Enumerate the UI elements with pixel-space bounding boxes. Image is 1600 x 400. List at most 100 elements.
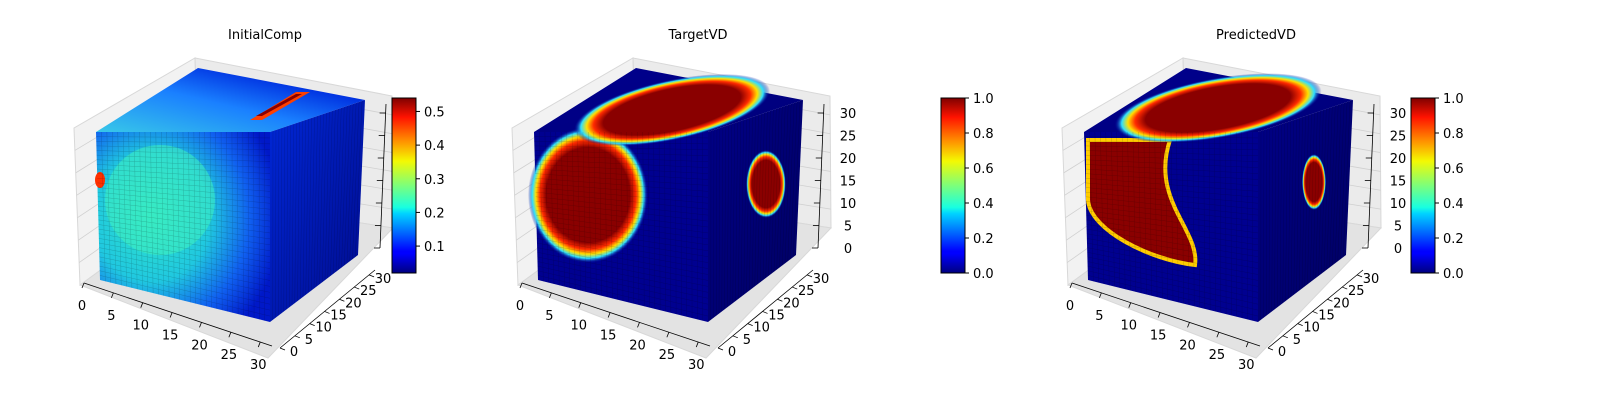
colorbar-tick-label: 0.8: [1443, 127, 1464, 142]
y-tick-label: 0: [1278, 345, 1286, 360]
y-axis-line: [717, 269, 814, 349]
x-tick-mark: [1157, 312, 1161, 318]
x-tick-mark: [1187, 322, 1190, 328]
colorbar-tick-label: 0.2: [973, 232, 994, 247]
z-tick-label: 10: [1390, 197, 1407, 212]
colorbar: [1410, 97, 1436, 274]
z-tick-label: 15: [1390, 175, 1407, 190]
x-tick-label: 20: [629, 338, 646, 353]
y-tick-mark: [732, 335, 738, 339]
colorbar-tick-label: 0.3: [424, 173, 445, 188]
colorbar-tick-label: 0.6: [973, 162, 994, 177]
y-tick-mark: [368, 274, 375, 278]
x-tick-label: 5: [545, 309, 553, 324]
y-tick-label: 0: [728, 345, 736, 360]
z-tick-label: 0: [844, 242, 852, 257]
colorbar-tick-label: 0.8: [973, 127, 994, 142]
colorbar-tick-label: 1.0: [1443, 92, 1464, 107]
y-tick-mark: [762, 311, 768, 314]
cube-top-face: [96, 68, 365, 132]
colorbar-tick-label: 0.2: [424, 206, 445, 221]
colorbar-tick-label: 0.4: [1443, 197, 1464, 212]
x-tick-label: 10: [132, 319, 149, 334]
x-tick-label: 0: [1066, 299, 1074, 314]
y-tick-mark: [792, 286, 798, 290]
x-tick-label: 20: [1179, 338, 1196, 353]
colorbar-tick-label: 0.6: [1443, 162, 1464, 177]
teal-region: [105, 145, 215, 255]
x-tick-mark: [1216, 332, 1220, 338]
x-axis-line: [521, 282, 711, 347]
y-tick-mark: [1342, 286, 1348, 290]
y-tick-mark: [339, 298, 345, 302]
top-blob: [573, 74, 771, 146]
y-tick-label: 10: [1303, 321, 1320, 336]
y-tick-mark: [1327, 298, 1333, 302]
colorbar-tick-label: 0.2: [1443, 232, 1464, 247]
y-tick-label: 20: [1333, 296, 1350, 311]
y-tick-label: 10: [753, 321, 770, 336]
y-tick-mark: [747, 323, 753, 326]
x-tick-mark: [199, 322, 202, 328]
colorbar-tick-label: 0.1: [424, 240, 445, 255]
x-tick-mark: [607, 312, 611, 318]
y-tick-mark: [324, 311, 330, 314]
x-tick-mark: [549, 292, 552, 298]
cube-side-face: [1258, 100, 1353, 322]
colorbar: [940, 97, 966, 274]
y-axis-line: [279, 269, 376, 349]
y-tick-mark: [294, 335, 300, 339]
z-tick-label: 25: [1390, 130, 1407, 145]
x-tick-mark: [169, 312, 173, 318]
x-tick-mark: [1128, 302, 1132, 308]
y-tick-mark: [354, 286, 360, 290]
z-axis-line: [379, 103, 387, 249]
x-tick-mark: [666, 332, 670, 338]
y-tick-label: 0: [290, 345, 298, 360]
x-axis-line: [1071, 282, 1261, 347]
x-tick-mark: [228, 332, 232, 338]
y-tick-mark: [1267, 347, 1274, 351]
colorbar-tick-label: 1.0: [973, 92, 994, 107]
y-tick-mark: [1312, 311, 1318, 314]
y-tick-label: 30: [1363, 272, 1380, 287]
y-tick-mark: [717, 347, 724, 351]
x-tick-mark: [519, 282, 523, 289]
y-tick-label: 25: [798, 284, 815, 299]
hot-spot-front: [95, 172, 105, 188]
colorbar: [391, 97, 417, 274]
y-axis-line: [1267, 269, 1364, 349]
y-tick-mark: [1282, 335, 1288, 339]
x-tick-mark: [695, 341, 699, 348]
y-tick-label: 25: [360, 284, 377, 299]
x-axis-line: [83, 282, 273, 347]
z-tick-label: 20: [840, 152, 857, 167]
x-tick-label: 15: [600, 329, 617, 344]
panel-2: TargetVD05101520253005101520253005101520…: [511, 28, 994, 373]
y-tick-label: 15: [330, 308, 347, 323]
voxel-mesh: [1084, 100, 1351, 321]
panel-3: PredictedVD05101520253005101520253005101…: [1061, 28, 1464, 373]
colorbar-tick-label: 0.5: [424, 105, 445, 120]
x-tick-mark: [578, 302, 582, 308]
y-tick-mark: [806, 274, 813, 278]
x-tick-label: 0: [516, 299, 524, 314]
y-tick-label: 15: [768, 308, 785, 323]
chart-title: TargetVD: [667, 28, 727, 43]
z-tick-label: 10: [840, 197, 857, 212]
x-tick-label: 30: [688, 358, 705, 373]
voxel-mesh: [534, 100, 801, 321]
y-tick-label: 20: [783, 296, 800, 311]
x-tick-label: 5: [1095, 309, 1103, 324]
z-tick-label: 5: [844, 220, 852, 235]
voxel-cube: [528, 68, 803, 322]
x-tick-mark: [81, 282, 85, 289]
x-tick-label: 15: [1150, 329, 1167, 344]
y-tick-label: 10: [315, 321, 332, 336]
x-tick-mark: [1245, 341, 1249, 348]
x-tick-mark: [140, 302, 144, 308]
x-tick-mark: [1099, 292, 1102, 298]
y-tick-mark: [1297, 323, 1303, 326]
z-axis-line: [1367, 103, 1375, 249]
